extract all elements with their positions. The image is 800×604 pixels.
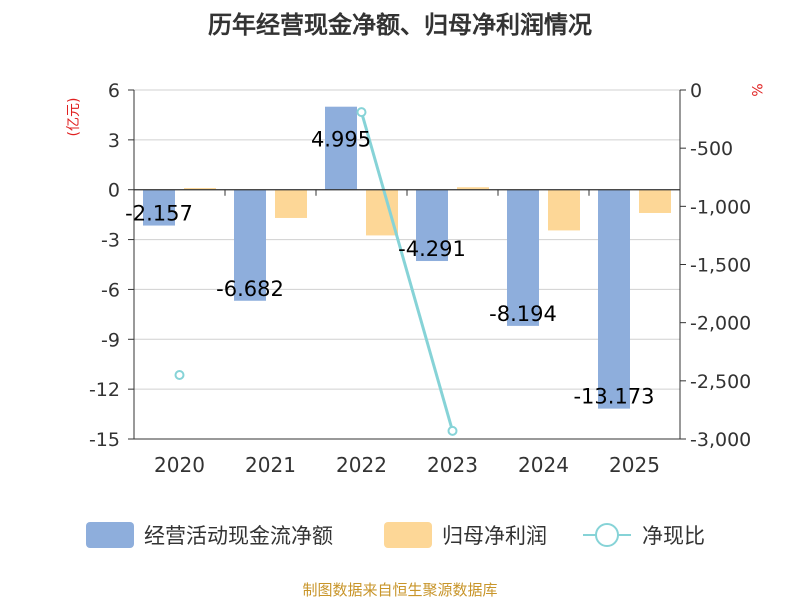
left-tick-label: -12 <box>89 379 120 401</box>
left-tick-label: -9 <box>101 329 120 351</box>
left-tick-label: -6 <box>101 279 120 301</box>
net-profit-bar <box>366 189 398 236</box>
right-tick-label: -1,000 <box>690 196 751 218</box>
x-tick-label: 2021 <box>245 453 296 477</box>
cash-flow-bar <box>416 189 448 262</box>
bar-series <box>143 106 671 409</box>
net-profit-bar <box>275 189 307 218</box>
left-tick-label: 6 <box>108 80 120 102</box>
cash-flow-data-label: -6.682 <box>216 277 284 301</box>
right-tick-label: -2,500 <box>690 371 751 393</box>
left-tick-label: 3 <box>108 130 120 152</box>
cash-flow-bar <box>507 189 539 326</box>
cash-flow-data-label: -4.291 <box>398 237 466 261</box>
net-profit-bar <box>184 188 216 190</box>
ratio-point <box>447 425 458 436</box>
cash-flow-bar <box>325 106 357 190</box>
right-tick-label: 0 <box>690 80 702 102</box>
ratio-point <box>356 107 367 118</box>
data-labels: -2.157 -6.682 4.995 -4.291 -8.194 -13.173 <box>125 128 654 409</box>
cash-flow-data-label: -8.194 <box>489 302 557 326</box>
net-profit-bar <box>457 187 489 190</box>
x-tick-label: 2022 <box>336 453 387 477</box>
cash-flow-bar <box>234 189 266 301</box>
left-tick-label: -3 <box>101 230 120 252</box>
source-note: 制图数据来自恒生聚源数据库 <box>302 581 497 599</box>
left-tick-label: 0 <box>108 180 120 202</box>
right-tick-label: -500 <box>690 138 733 160</box>
x-tick-label: 2025 <box>609 453 660 477</box>
line-series <box>174 107 458 436</box>
legend: 经营活动现金流净额 归母净利润 净现比 <box>86 522 705 548</box>
net-profit-bar <box>639 189 671 213</box>
cash-flow-data-label: -2.157 <box>125 202 193 226</box>
cash-flow-bar <box>598 189 630 409</box>
right-tick-label: -1,500 <box>690 255 751 277</box>
legend-swatch-net-profit <box>384 522 432 548</box>
ratio-point <box>174 370 185 381</box>
legend-label-cash-flow: 经营活动现金流净额 <box>144 524 333 548</box>
x-tick-label: 2024 <box>518 453 569 477</box>
right-tick-label: -3,000 <box>690 429 751 451</box>
axes: 6 3 0 -3 -6 -9 -12 -15 0 -500 -1,000 -1,500 -2,000 -2… <box>89 80 751 477</box>
cash-flow-bar <box>143 189 175 226</box>
cash-flow-data-label: 4.995 <box>311 128 371 152</box>
legend-swatch-cash-flow <box>86 522 134 548</box>
x-tick-label: 2020 <box>154 453 205 477</box>
legend-swatch-ratio-marker <box>595 523 619 547</box>
right-tick-label: -2,000 <box>690 313 751 335</box>
net-profit-bar <box>548 189 580 231</box>
ratio-line-segment <box>360 111 454 432</box>
x-tick-label: 2023 <box>427 453 478 477</box>
cash-flow-data-label: -13.173 <box>573 385 654 409</box>
left-axis-unit: (亿元) <box>66 98 82 137</box>
chart-title: 历年经营现金净额、归母净利润情况 <box>208 11 592 39</box>
legend-label-net-profit: 归母净利润 <box>442 524 547 548</box>
right-axis-unit: % <box>748 83 764 96</box>
legend-label-ratio: 净现比 <box>642 524 705 548</box>
left-tick-label: -15 <box>89 429 120 451</box>
